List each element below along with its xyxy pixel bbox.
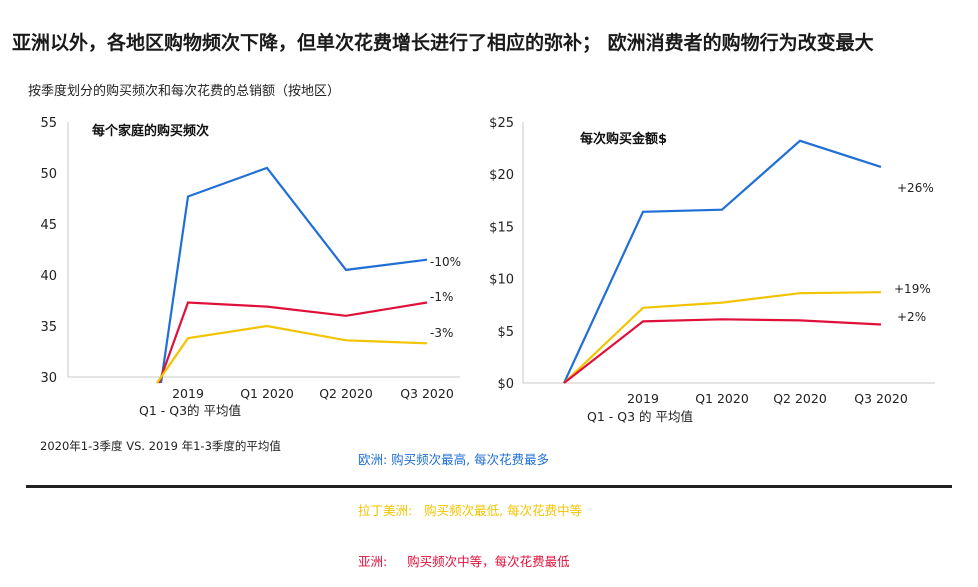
- spend-x-tick-label: Q3 2020: [854, 391, 908, 406]
- frequency-x-tick-label: 2019: [172, 386, 204, 401]
- frequency-chart-title: 每个家庭的购买频次: [92, 123, 209, 139]
- bottom-divider: [26, 485, 952, 488]
- frequency-x-tick-label: Q3 2020: [400, 386, 454, 401]
- frequency-y-tick-label: 55: [40, 116, 57, 131]
- frequency-series-line-asia: [157, 301, 428, 384]
- frequency-series-line-europe: [159, 166, 428, 384]
- spend-series-line-europe: [563, 139, 882, 384]
- page-subtitle: 按季度划分的购买频次和每次花费的总销额（按地区）: [28, 84, 341, 99]
- page-title: 亚洲以外，各地区购物频次下降，但单次花费增长进行了相应的弥补； 欧洲消费者的购物…: [12, 32, 874, 54]
- frequency-end-label-latin-america: -3%: [430, 326, 453, 340]
- legend-item-asia: 亚洲: 购买频次中等，每次花费最低: [358, 554, 570, 569]
- spend-chart-title: 每次购买金额$: [580, 131, 667, 147]
- spend-x-tick-label: Q2 2020: [773, 391, 827, 406]
- spend-series-line-latin-america: [563, 291, 882, 384]
- footnote: 2020年1-3季度 VS. 2019 年1-3季度的平均值: [40, 439, 281, 453]
- spend-x-tick-label: Q1 2020: [695, 391, 749, 406]
- spend-y-tick-label: $10: [489, 273, 514, 288]
- frequency-y-tick-label: 50: [40, 167, 57, 182]
- legend-item-europe: 欧洲: 购买频次最高, 每次花费最多: [358, 452, 550, 467]
- legend-item-latin-america: 拉丁美洲: 购买频次最低, 每次花费中等: [358, 503, 583, 518]
- spend-end-label-europe: +26%: [897, 181, 934, 195]
- frequency-x-sublabel: Q1 - Q3的 平均值: [139, 403, 241, 418]
- spend-end-label-asia: +2%: [897, 310, 926, 324]
- spend-y-tick-label: $0: [497, 377, 514, 392]
- frequency-y-tick-label: 30: [40, 371, 57, 386]
- spend-x-sublabel: Q1 - Q3 的 平均值: [587, 409, 693, 424]
- spend-y-tick-label: $25: [489, 116, 514, 131]
- region-legend: 欧洲: 购买频次最高, 每次花费最多 拉丁美洲: 购买频次最低, 每次花费中等 …: [358, 417, 582, 587]
- spend-end-label-latin-america: +19%: [894, 282, 931, 296]
- frequency-y-tick-label: 45: [40, 218, 57, 233]
- frequency-end-label-europe: -10%: [430, 255, 461, 269]
- frequency-y-tick-label: 40: [40, 269, 57, 284]
- frequency-x-tick-label: Q1 2020: [240, 386, 294, 401]
- spend-series-line-asia: [563, 318, 882, 384]
- frequency-end-label-asia: -1%: [430, 290, 453, 304]
- frequency-y-tick-label: 35: [40, 320, 57, 335]
- spend-y-tick-label: $15: [489, 220, 514, 235]
- spend-y-tick-label: $20: [489, 168, 514, 183]
- frequency-x-tick-label: Q2 2020: [319, 386, 373, 401]
- frequency-series-line-latin-america: [156, 324, 428, 384]
- spend-x-tick-label: 2019: [627, 391, 659, 406]
- spend-y-tick-label: $5: [497, 325, 514, 340]
- charts-canvas: 30 35 40 45 50 55 2019 Q1 2020 Q2 2020 Q3 2020 Q1 …: [40, 116, 935, 424]
